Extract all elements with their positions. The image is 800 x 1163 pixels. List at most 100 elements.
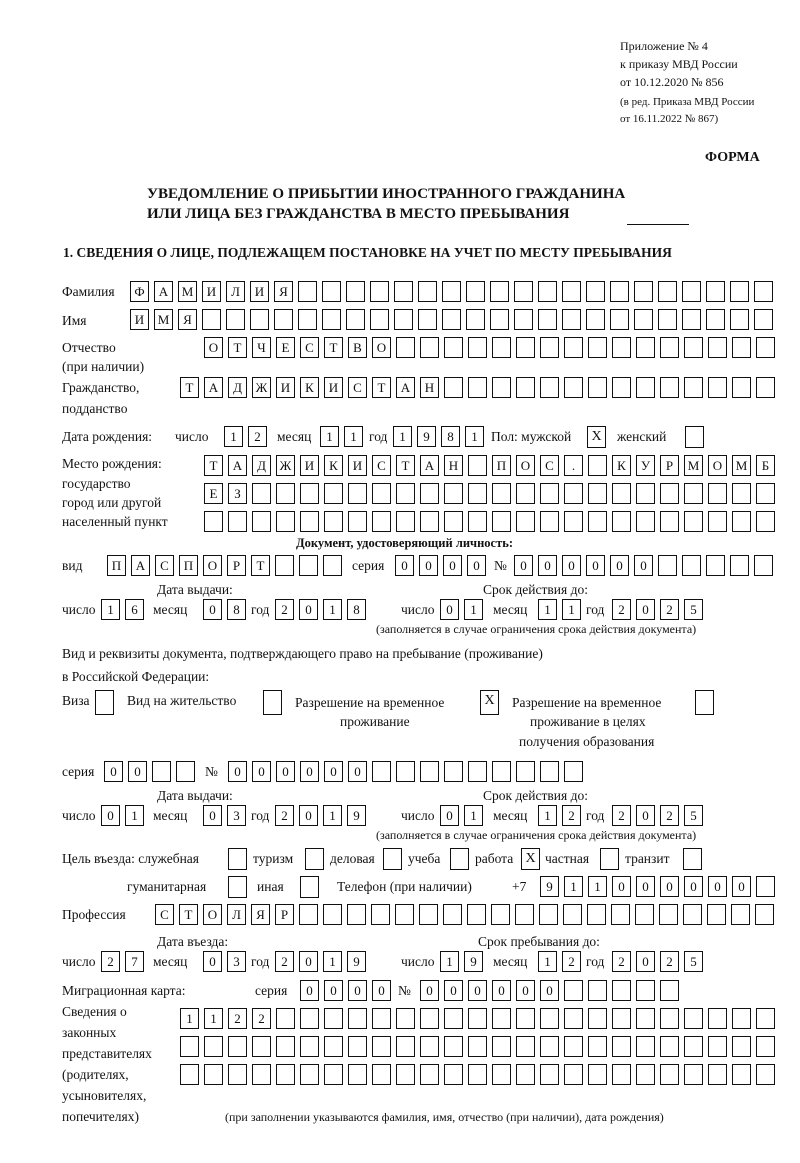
char-box[interactable]: 0 [203, 951, 222, 972]
char-box[interactable] [756, 1008, 775, 1029]
char-box[interactable]: 0 [732, 876, 751, 897]
char-box[interactable] [706, 281, 725, 302]
char-box[interactable] [756, 337, 775, 358]
char-box[interactable]: С [372, 455, 391, 476]
char-box[interactable]: 0 [440, 805, 459, 826]
char-box[interactable] [540, 337, 559, 358]
char-box[interactable]: А [420, 455, 439, 476]
char-box[interactable] [348, 1036, 367, 1057]
char-box[interactable]: К [612, 455, 631, 476]
char-box[interactable]: 0 [104, 761, 123, 782]
char-box[interactable] [324, 1008, 343, 1029]
char-box[interactable]: П [492, 455, 511, 476]
char-box[interactable]: Н [420, 377, 439, 398]
char-box[interactable]: Ж [276, 455, 295, 476]
char-box[interactable] [708, 511, 727, 532]
char-box[interactable] [756, 511, 775, 532]
char-box[interactable]: 0 [514, 555, 533, 576]
char-box[interactable] [562, 281, 581, 302]
char-box[interactable]: 0 [610, 555, 629, 576]
char-box[interactable] [564, 1036, 583, 1057]
char-box[interactable]: 0 [660, 876, 679, 897]
char-box[interactable] [516, 1008, 535, 1029]
char-box[interactable]: 2 [612, 599, 631, 620]
purpose-other-checkbox[interactable] [300, 876, 319, 898]
char-box[interactable] [442, 309, 461, 330]
char-box[interactable] [610, 309, 629, 330]
char-box[interactable] [276, 511, 295, 532]
char-box[interactable]: М [684, 455, 703, 476]
char-box[interactable] [490, 281, 509, 302]
char-box[interactable] [396, 483, 415, 504]
char-box[interactable] [492, 483, 511, 504]
char-box[interactable] [538, 309, 557, 330]
char-box[interactable] [756, 876, 775, 897]
char-box[interactable] [468, 1036, 487, 1057]
char-box[interactable]: А [131, 555, 150, 576]
char-box[interactable] [276, 483, 295, 504]
char-box[interactable] [588, 1036, 607, 1057]
char-box[interactable]: П [107, 555, 126, 576]
char-box[interactable] [588, 483, 607, 504]
char-box[interactable]: О [204, 337, 223, 358]
char-box[interactable] [514, 309, 533, 330]
char-box[interactable]: Д [228, 377, 247, 398]
char-box[interactable]: Т [179, 904, 198, 925]
char-box[interactable] [684, 511, 703, 532]
char-box[interactable]: 1 [323, 599, 342, 620]
char-box[interactable] [492, 377, 511, 398]
char-box[interactable] [682, 281, 701, 302]
char-box[interactable] [372, 1008, 391, 1029]
char-box[interactable] [228, 1064, 247, 1085]
char-box[interactable] [468, 761, 487, 782]
char-box[interactable] [420, 1036, 439, 1057]
char-box[interactable]: Д [252, 455, 271, 476]
char-box[interactable]: 0 [516, 980, 535, 1001]
char-box[interactable] [540, 1036, 559, 1057]
char-box[interactable] [372, 483, 391, 504]
char-box[interactable] [396, 511, 415, 532]
char-box[interactable]: 1 [344, 426, 363, 447]
char-box[interactable] [395, 904, 414, 925]
char-box[interactable]: 8 [227, 599, 246, 620]
char-box[interactable]: Р [275, 904, 294, 925]
char-box[interactable] [468, 511, 487, 532]
char-box[interactable]: А [228, 455, 247, 476]
char-box[interactable] [563, 904, 582, 925]
char-box[interactable]: 1 [464, 805, 483, 826]
char-box[interactable] [636, 483, 655, 504]
char-box[interactable] [176, 761, 195, 782]
char-box[interactable] [372, 761, 391, 782]
char-box[interactable]: 0 [228, 761, 247, 782]
char-box[interactable]: 2 [660, 805, 679, 826]
char-box[interactable] [684, 1064, 703, 1085]
char-box[interactable]: 1 [224, 426, 243, 447]
char-box[interactable] [370, 281, 389, 302]
char-box[interactable]: 0 [299, 951, 318, 972]
char-box[interactable] [636, 980, 655, 1001]
char-box[interactable]: 5 [684, 951, 703, 972]
char-box[interactable] [346, 309, 365, 330]
char-box[interactable]: 0 [444, 980, 463, 1001]
purpose-transit-checkbox[interactable] [683, 848, 702, 870]
char-box[interactable]: И [324, 377, 343, 398]
char-box[interactable]: 0 [101, 805, 120, 826]
char-box[interactable]: 1 [465, 426, 484, 447]
char-box[interactable] [706, 555, 725, 576]
char-box[interactable] [394, 309, 413, 330]
char-box[interactable] [276, 1008, 295, 1029]
char-box[interactable] [612, 483, 631, 504]
char-box[interactable] [468, 455, 487, 476]
trp-edu-checkbox[interactable] [695, 690, 714, 715]
char-box[interactable]: 9 [417, 426, 436, 447]
char-box[interactable] [347, 904, 366, 925]
char-box[interactable]: 0 [636, 805, 655, 826]
char-box[interactable]: О [516, 455, 535, 476]
char-box[interactable] [708, 1008, 727, 1029]
char-box[interactable]: 2 [252, 1008, 271, 1029]
char-box[interactable] [492, 511, 511, 532]
char-box[interactable] [611, 904, 630, 925]
purpose-work-checkbox[interactable]: X [521, 848, 540, 870]
char-box[interactable] [444, 1064, 463, 1085]
char-box[interactable] [730, 555, 749, 576]
